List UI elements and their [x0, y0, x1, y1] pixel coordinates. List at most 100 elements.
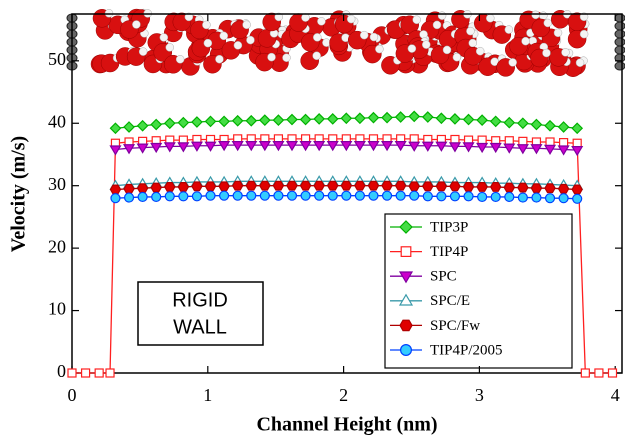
marker [272, 114, 285, 126]
marker [381, 190, 393, 201]
marker [231, 114, 244, 127]
marker [178, 191, 189, 202]
marker [150, 182, 162, 193]
hydrogen [313, 33, 322, 42]
x-tick-label: 3 [475, 385, 484, 405]
marker [136, 119, 149, 132]
marker [272, 180, 285, 191]
marker [273, 190, 284, 201]
marker [163, 117, 176, 130]
marker [286, 113, 298, 126]
marker [177, 116, 190, 129]
marker [314, 190, 325, 201]
marker [177, 142, 190, 153]
hydrogen [504, 25, 514, 34]
marker [476, 142, 489, 154]
marker [109, 122, 122, 135]
marker [367, 180, 380, 191]
hydrogen [422, 40, 431, 49]
wall-atom [614, 29, 625, 39]
wall-atom [614, 45, 625, 55]
hydrogen [246, 35, 255, 45]
y-tick-label: 10 [48, 299, 66, 319]
marker [517, 192, 528, 203]
legend-label: TIP4P [430, 244, 468, 260]
marker [449, 191, 461, 202]
wall-atom [614, 21, 625, 31]
hydrogen [301, 13, 310, 22]
hydrogen [466, 26, 475, 36]
water-molecules [66, 8, 625, 77]
y-tick-label: 50 [48, 49, 66, 69]
marker [408, 181, 420, 192]
marker [299, 180, 312, 191]
hydrogen [531, 10, 540, 20]
marker [517, 117, 529, 130]
marker [204, 141, 217, 152]
marker [231, 180, 244, 191]
marker [571, 184, 583, 195]
marker [327, 190, 338, 201]
legend-label: TIP3P [430, 219, 468, 235]
marker [489, 115, 502, 128]
wall-atom [614, 37, 625, 47]
hydrogen [508, 58, 517, 67]
legend-marker [398, 293, 414, 306]
hydrogen [553, 28, 563, 38]
marker [421, 111, 434, 123]
hydrogen [561, 48, 570, 57]
marker [594, 368, 604, 378]
marker [218, 115, 230, 128]
marker [421, 141, 434, 152]
hydrogen [242, 20, 251, 30]
hydrogen [219, 31, 229, 41]
hydrogen [432, 20, 442, 30]
marker [191, 116, 203, 128]
marker [109, 184, 122, 195]
marker [462, 142, 475, 153]
marker [489, 142, 502, 154]
marker [476, 114, 488, 126]
marker [368, 190, 379, 201]
marker [394, 111, 407, 123]
hydrogen [486, 13, 495, 23]
marker [531, 192, 542, 203]
marker [258, 141, 271, 152]
hydrogen [543, 18, 553, 28]
marker [109, 145, 122, 156]
marker [123, 192, 135, 203]
marker [285, 141, 299, 152]
marker [503, 116, 516, 129]
marker [607, 368, 618, 378]
legend [384, 213, 573, 369]
hydrogen [412, 15, 421, 25]
marker [190, 141, 203, 152]
marker [436, 191, 447, 202]
x-axis-title: Channel Height (nm) [256, 414, 437, 436]
hydrogen [312, 51, 321, 60]
hydrogen [346, 14, 356, 24]
marker [150, 118, 163, 131]
y-tick-label: 30 [48, 174, 66, 194]
hydrogen [165, 43, 175, 52]
marker [557, 145, 570, 156]
marker [530, 183, 543, 194]
x-tick-label: 4 [611, 385, 620, 405]
marker [354, 190, 366, 201]
marker [326, 141, 339, 152]
marker [110, 193, 121, 204]
marker [299, 141, 312, 152]
y-tick-label: 0 [57, 361, 66, 381]
marker [395, 190, 406, 201]
marker [272, 141, 285, 152]
hydrogen [437, 11, 447, 20]
marker [435, 112, 448, 125]
marker [572, 193, 583, 204]
marker [409, 190, 420, 201]
hydrogen [175, 55, 185, 64]
marker [504, 191, 515, 203]
hydrogen [184, 12, 194, 22]
marker [462, 182, 475, 192]
hydrogen [282, 53, 291, 62]
hydrogen [132, 20, 141, 29]
